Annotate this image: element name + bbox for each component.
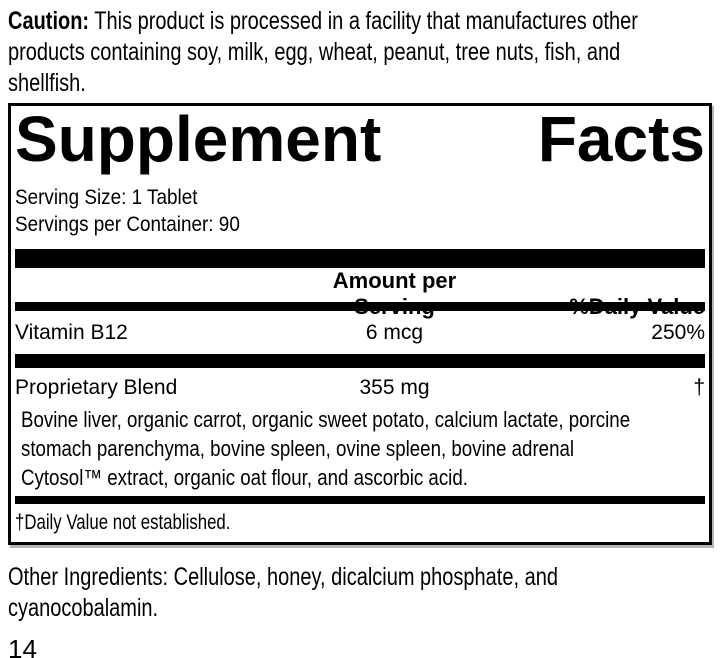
column-header-row: Amount per Serving %Daily Value <box>15 268 705 319</box>
supplement-facts-panel: Supplement Facts Serving Size: 1 Tablet … <box>8 103 712 545</box>
serving-info: Serving Size: 1 Tablet Servings per Cont… <box>15 186 240 236</box>
divider-bar-medium <box>15 302 705 311</box>
nutrient-daily-value: 250% <box>651 320 705 344</box>
caution-paragraph: Caution: This product is processed in a … <box>8 6 720 99</box>
amount-column-header: Amount per Serving <box>332 268 457 319</box>
page-number: 14 <box>8 634 37 658</box>
divider-bar-thin <box>15 496 705 504</box>
proprietary-blend-description: Bovine liver, organic carrot, organic sw… <box>21 407 631 490</box>
panel-title: Supplement Facts <box>15 103 705 175</box>
other-ingredients-paragraph: Other Ingredients: Cellulose, honey, dic… <box>8 563 558 622</box>
daily-value-footnote: †Daily Value not established. <box>15 511 231 534</box>
title-word-supplement: Supplement <box>15 103 382 175</box>
caution-text: This product is processed in a facility … <box>8 7 638 97</box>
nutrient-amount: 355 mg <box>359 376 430 399</box>
nutrient-name: Vitamin B12 <box>15 320 128 344</box>
divider-bar-thick <box>15 354 705 368</box>
daily-value-dagger: † <box>693 376 705 399</box>
nutrient-name: Proprietary Blend <box>15 376 178 399</box>
caution-label: Caution: <box>8 7 90 35</box>
proprietary-blend-row: Proprietary Blend 355 mg † <box>15 368 705 400</box>
title-word-facts: Facts <box>537 103 705 175</box>
nutrient-amount: 6 mcg <box>365 320 424 344</box>
daily-value-column-header: %Daily Value <box>569 294 705 319</box>
divider-bar-heavy <box>15 249 705 268</box>
footnote-row: †Daily Value not established. <box>15 504 705 542</box>
vitamin-b12-row: Vitamin B12 6 mcg 250% <box>15 311 705 354</box>
